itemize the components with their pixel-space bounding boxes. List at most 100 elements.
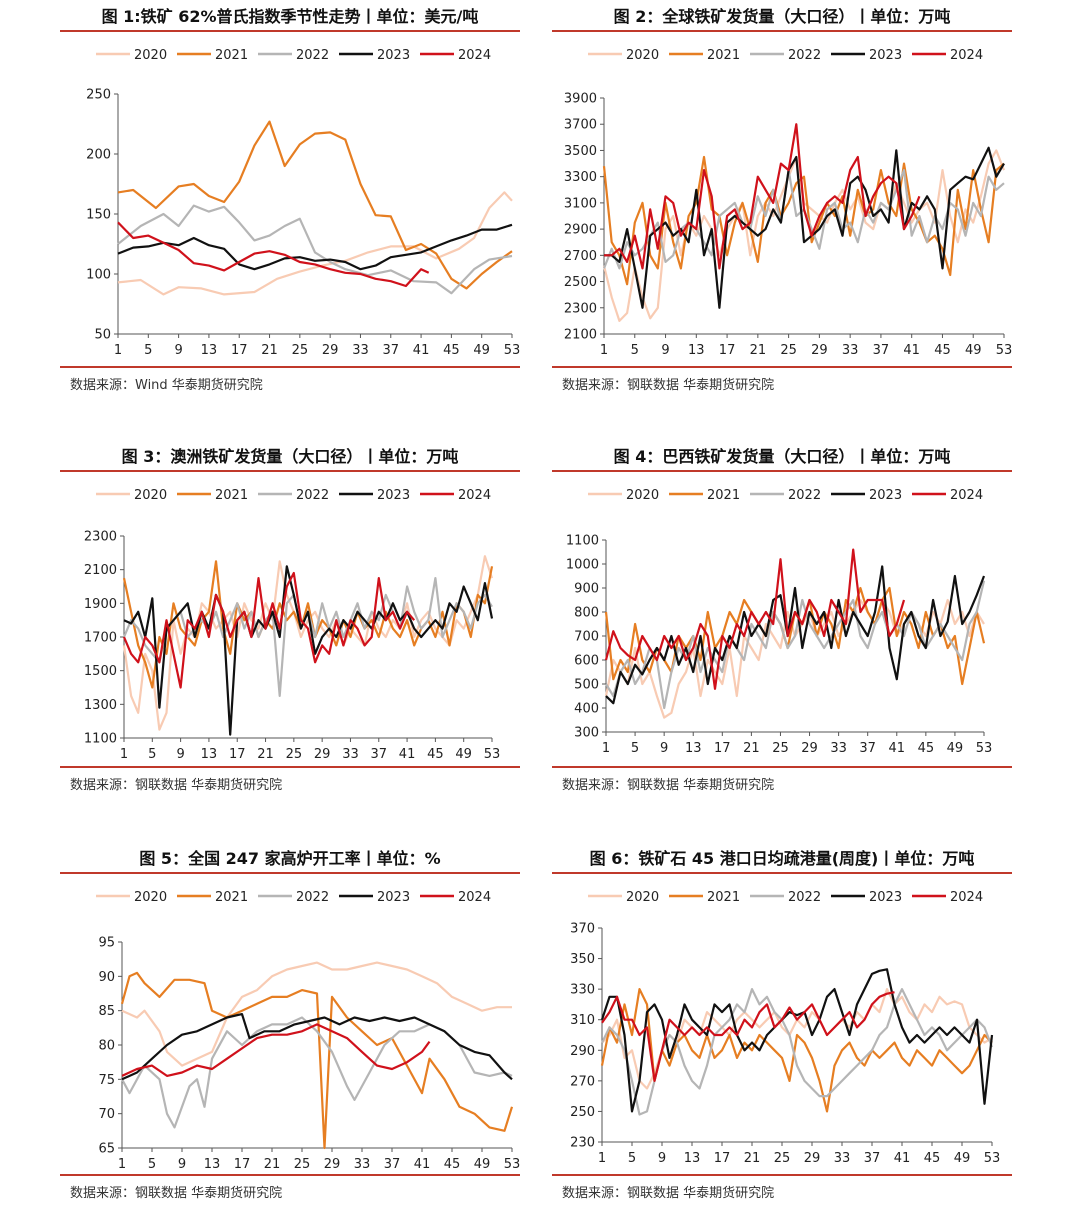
y-tick-label: 95 <box>98 936 115 951</box>
x-tick-label: 1 <box>602 741 610 756</box>
y-tick-label: 700 <box>574 630 599 645</box>
y-tick-label: 330 <box>570 983 595 998</box>
chart-area: 300 400 500 600 700 800 900 1000 1100 1 5 9 13 17 21 25… <box>552 472 1012 796</box>
x-tick-label: 37 <box>384 1157 401 1172</box>
x-tick-label: 29 <box>314 747 331 762</box>
chart-svg: 65 70 75 80 85 90 95 1 5 9 13 17 21 25 29 33 37 41 45 49 53 2… <box>96 890 520 1172</box>
x-tick-label: 33 <box>834 1151 851 1166</box>
x-tick-label: 37 <box>859 741 876 756</box>
y-tick-label: 300 <box>574 726 599 741</box>
x-tick-label: 17 <box>714 1151 731 1166</box>
chart-area: 65 70 75 80 85 90 95 1 5 9 13 17 21 25 29 33 37 41 45 49 53 2… <box>60 874 520 1198</box>
series-line-2024 <box>604 123 921 270</box>
legend-label-2022: 2022 <box>788 488 821 503</box>
legend-label-2021: 2021 <box>215 890 248 905</box>
x-tick-label: 37 <box>382 343 399 356</box>
x-tick-label: 25 <box>780 343 797 356</box>
legend-label-2024: 2024 <box>950 48 983 63</box>
x-tick-label: 45 <box>924 1151 941 1166</box>
x-tick-label: 17 <box>719 343 736 356</box>
x-tick-label: 29 <box>324 1157 341 1172</box>
x-tick-label: 33 <box>342 747 359 762</box>
x-tick-label: 21 <box>261 343 278 356</box>
chart-area: 1100 1300 1500 1700 1900 2100 2300 1 5 9 13 17 21 25 2… <box>60 472 520 796</box>
x-tick-label: 29 <box>804 1151 821 1166</box>
y-tick-label: 85 <box>98 1004 115 1019</box>
y-tick-label: 800 <box>574 606 599 621</box>
series-line-2023 <box>117 223 513 271</box>
x-tick-label: 9 <box>178 1157 186 1172</box>
y-tick-label: 3700 <box>564 118 597 133</box>
x-tick-label: 25 <box>294 1157 311 1172</box>
x-tick-label: 5 <box>631 343 639 356</box>
legend-label-2021: 2021 <box>215 48 248 63</box>
x-tick-label: 41 <box>414 1157 431 1172</box>
series-line-2023 <box>600 968 994 1113</box>
x-tick-label: 37 <box>370 747 387 762</box>
x-tick-label: 49 <box>954 1151 971 1166</box>
y-tick-label: 250 <box>570 1105 595 1120</box>
legend-label-2024: 2024 <box>950 890 983 905</box>
series-line-2023 <box>121 1013 513 1081</box>
x-tick-label: 49 <box>947 741 964 756</box>
y-tick-label: 600 <box>574 654 599 669</box>
x-tick-label: 17 <box>714 741 731 756</box>
chart-svg: 50 100 150 200 250 1 5 9 13 17 21 25 29 33 37 41 45 49 53 2… <box>86 48 520 358</box>
legend-label-2020: 2020 <box>626 890 659 905</box>
legend-label-2022: 2022 <box>296 48 329 63</box>
x-tick-label: 1 <box>120 747 128 762</box>
x-tick-label: 45 <box>444 1157 461 1172</box>
series-line-2024 <box>122 571 416 689</box>
source-bar: 数据来源：Wind 华泰期货研究院 <box>60 366 520 393</box>
legend-label-2020: 2020 <box>134 488 167 503</box>
chart-title: 图 4：巴西铁矿发货量（大口径）丨单位：万吨 <box>552 446 1012 472</box>
x-tick-label: 17 <box>234 1157 251 1172</box>
series-line-2021 <box>117 120 513 290</box>
chart-panel-3: 图 3：澳洲铁矿发货量（大口径）丨单位：万吨 1100 1300 1500 1700 1… <box>60 446 520 796</box>
y-tick-label: 75 <box>98 1073 115 1088</box>
x-tick-label: 37 <box>864 1151 881 1166</box>
x-tick-label: 41 <box>413 343 430 356</box>
x-tick-label: 33 <box>830 741 847 756</box>
chart-title: 图 3：澳洲铁矿发货量（大口径）丨单位：万吨 <box>60 446 520 472</box>
source-bar: 数据来源：钢联数据 华泰期货研究院 <box>60 766 520 793</box>
legend-label-2020: 2020 <box>626 488 659 503</box>
series-line-2021 <box>600 987 993 1113</box>
y-tick-label: 2900 <box>564 223 597 238</box>
legend-label-2023: 2023 <box>377 488 410 503</box>
chart-source: 数据来源：钢联数据 华泰期货研究院 <box>562 778 775 793</box>
x-tick-label: 21 <box>750 343 767 356</box>
x-tick-label: 29 <box>801 741 818 756</box>
legend-label-2023: 2023 <box>869 890 902 905</box>
legend-label-2023: 2023 <box>377 48 410 63</box>
chart-panel-6: 图 6：铁矿石 45 港口日均疏港量(周度)丨单位：万吨 230 250 270 29… <box>552 848 1012 1201</box>
y-tick-label: 80 <box>98 1039 115 1054</box>
x-tick-label: 1 <box>600 343 608 356</box>
x-tick-label: 53 <box>504 1157 520 1172</box>
x-tick-label: 1 <box>118 1157 126 1172</box>
x-tick-label: 17 <box>229 747 246 762</box>
x-tick-label: 9 <box>176 747 184 762</box>
legend-label-2022: 2022 <box>788 48 821 63</box>
x-tick-label: 5 <box>148 747 156 762</box>
legend-label-2021: 2021 <box>215 488 248 503</box>
chart-svg: 300 400 500 600 700 800 900 1000 1100 1 5 9 13 17 21 25… <box>566 488 992 756</box>
legend-label-2020: 2020 <box>134 890 167 905</box>
y-tick-label: 1900 <box>84 597 117 612</box>
x-tick-label: 25 <box>292 343 309 356</box>
legend-label-2020: 2020 <box>626 48 659 63</box>
series-line-2021 <box>602 155 1005 286</box>
chart-title: 图 6：铁矿石 45 港口日均疏港量(周度)丨单位：万吨 <box>552 848 1012 874</box>
y-tick-label: 1700 <box>84 631 117 646</box>
x-tick-label: 49 <box>473 343 490 356</box>
x-tick-label: 53 <box>984 1151 1001 1166</box>
x-tick-label: 29 <box>322 343 339 356</box>
series-line-2020 <box>121 961 512 1067</box>
chart-panel-1: 图 1:铁矿 62%普氏指数季节性走势丨单位：美元/吨 50 100 150 200 2… <box>60 6 520 393</box>
x-tick-label: 5 <box>631 741 639 756</box>
y-tick-label: 200 <box>86 148 111 163</box>
x-tick-label: 33 <box>842 343 859 356</box>
y-tick-label: 2100 <box>84 563 117 578</box>
chart-area: 2100 2300 2500 2700 2900 3100 3300 3500 3700 3900… <box>552 32 1012 358</box>
x-tick-label: 17 <box>231 343 248 356</box>
